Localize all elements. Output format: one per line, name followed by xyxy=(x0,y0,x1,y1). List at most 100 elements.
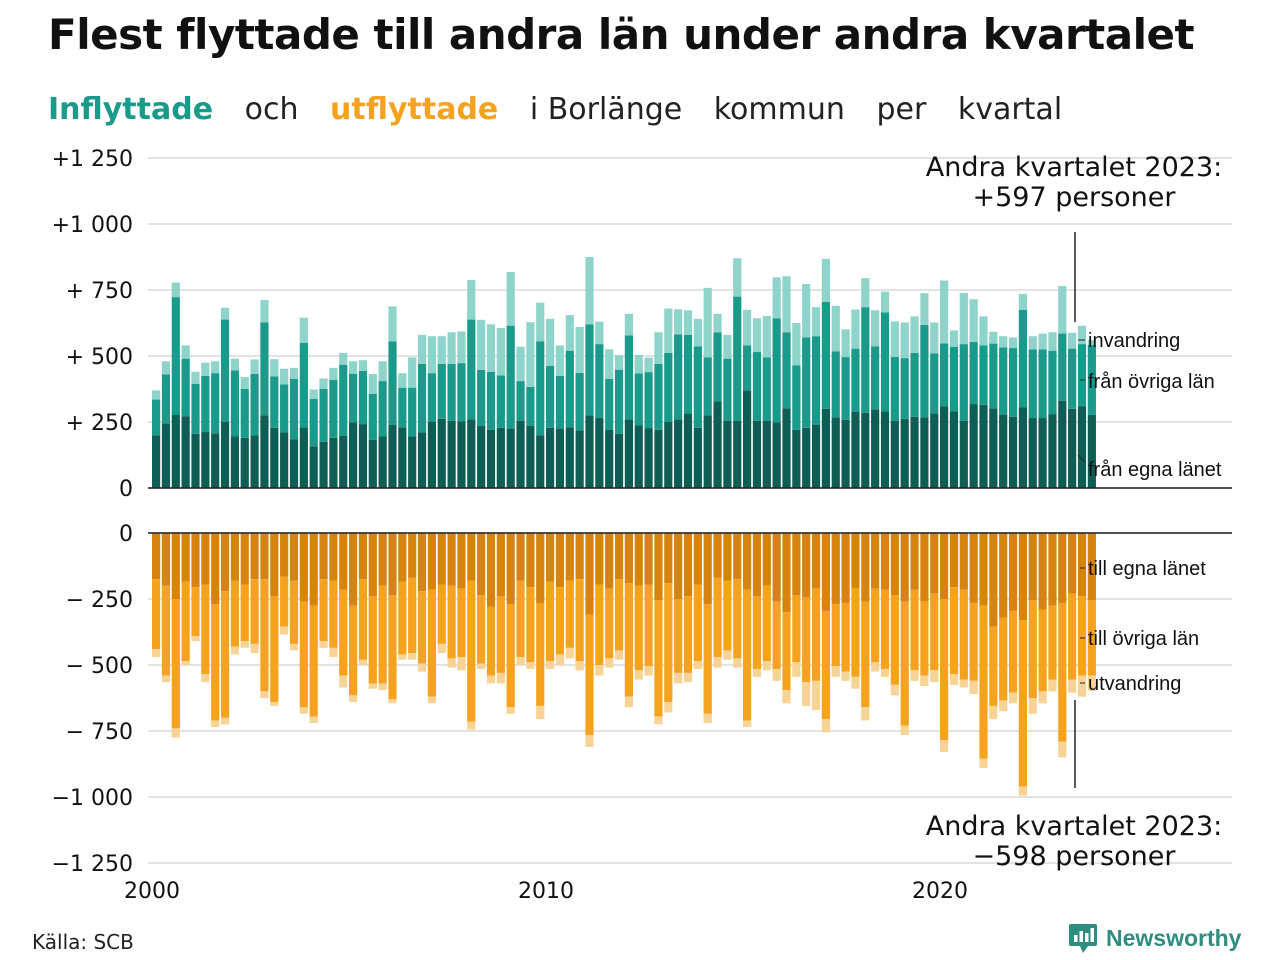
bottom-bar-segment xyxy=(1038,533,1047,610)
top-bar-segment xyxy=(930,353,939,414)
top-bar-segment xyxy=(437,336,446,364)
bottom-bar-segment xyxy=(486,675,496,684)
top-bar-segment xyxy=(693,346,702,428)
bottom-bar-segment xyxy=(999,533,1008,618)
bottom-bar-segment xyxy=(1077,596,1087,676)
top-bar-segment xyxy=(782,408,791,488)
top-bar-segment xyxy=(270,376,279,428)
bottom-bar-segment xyxy=(624,533,633,584)
bottom-bar-segment xyxy=(408,653,417,660)
bottom-bar-segment xyxy=(614,579,624,651)
top-bar-segment xyxy=(890,356,899,421)
bottom-bar-segment xyxy=(368,683,377,689)
top-bar-segment xyxy=(624,335,633,420)
top-bar-segment xyxy=(319,378,328,389)
top-bar-segment xyxy=(910,352,919,417)
top-bar-segment xyxy=(585,415,594,488)
top-bar-segment xyxy=(664,352,673,422)
bottom-bar-segment xyxy=(880,668,890,677)
bottom-bar-segment xyxy=(250,533,259,580)
top-bar-segment xyxy=(693,427,702,488)
bottom-bar-segment xyxy=(683,596,693,673)
top-bar-segment xyxy=(723,334,732,359)
bottom-bar-segment xyxy=(1087,600,1096,676)
bottom-bar-segment xyxy=(703,604,712,714)
bottom-bar-segment xyxy=(496,672,505,684)
bottom-bar-segment xyxy=(959,679,968,688)
top-bar-segment xyxy=(683,310,693,335)
top-bar-segment xyxy=(486,324,496,372)
bottom-bar-segment xyxy=(280,626,289,635)
bottom-bar-segment xyxy=(211,604,220,721)
bottom-bar-segment xyxy=(1077,675,1087,697)
top-bar-segment xyxy=(674,419,683,488)
bottom-bar-segment xyxy=(417,591,427,664)
bottom-bar-segment xyxy=(910,589,919,671)
top-bar-segment xyxy=(555,428,565,488)
bottom-bar-segment xyxy=(437,533,446,585)
bottom-annotation-line-1: Andra kvartalet 2023: xyxy=(926,811,1222,842)
top-bar-segment xyxy=(220,422,230,488)
top-bar-segment xyxy=(802,337,811,428)
bottom-bar-segment xyxy=(841,671,850,681)
top-bar-segment xyxy=(880,291,890,313)
top-bar-segment xyxy=(280,384,289,433)
bottom-bar-segment xyxy=(890,684,899,696)
bottom-bar-segment xyxy=(743,720,752,728)
top-bar-segment xyxy=(181,358,190,417)
bottom-bar-segment xyxy=(1058,533,1067,603)
bottom-bar-segment xyxy=(506,707,515,714)
top-bar-segment xyxy=(1058,333,1067,401)
bottom-bar-segment xyxy=(358,659,368,665)
bottom-bar-segment xyxy=(683,533,693,597)
top-bar-segment xyxy=(644,357,653,373)
top-bar-segment xyxy=(920,324,929,418)
bottom-bar-segment xyxy=(516,580,525,658)
top-bar-segment xyxy=(762,315,771,358)
top-bar-segment xyxy=(506,325,515,429)
top-bar-segment xyxy=(555,375,565,429)
x-tick-label: 2000 xyxy=(124,879,180,904)
top-bar-segment xyxy=(930,322,939,354)
bottom-bar-segment xyxy=(299,707,308,714)
top-bar-segment xyxy=(575,326,584,373)
bottom-bar-segment xyxy=(565,580,574,648)
top-bar-segment xyxy=(417,363,427,433)
bottom-bar-segment xyxy=(250,579,259,644)
bottom-bar-segment xyxy=(989,533,998,627)
bottom-bar-segment xyxy=(654,716,663,725)
top-bar-segment xyxy=(595,321,604,345)
top-bar-segment xyxy=(900,358,909,419)
top-bar-segment xyxy=(654,332,663,364)
top-bar-segment xyxy=(1068,348,1077,409)
top-bar-segment xyxy=(595,344,604,419)
top-bar-segment xyxy=(408,387,417,437)
bottom-bar-segment xyxy=(230,533,239,581)
bottom-bar-segment xyxy=(191,533,200,588)
top-bar-segment xyxy=(329,437,338,488)
bottom-bar-segment xyxy=(871,533,880,589)
top-bar-segment xyxy=(339,435,348,488)
top-bar-segment xyxy=(782,332,791,409)
top-bar-segment xyxy=(457,421,466,488)
bottom-bar-segment xyxy=(270,701,279,706)
bottom-bar-segment xyxy=(280,576,289,627)
top-bar-segment xyxy=(949,411,959,488)
bottom-bar-segment xyxy=(299,533,308,602)
top-bar-segment xyxy=(969,299,978,343)
top-bar-segment xyxy=(161,374,171,424)
bottom-bar-segment xyxy=(723,650,732,660)
x-tick-label: 2010 xyxy=(518,879,574,904)
top-bar-segment xyxy=(703,357,712,416)
top-bar-segment xyxy=(1028,349,1037,419)
top-bar-segment xyxy=(516,346,525,382)
bottom-bar-segment xyxy=(674,672,683,684)
bottom-bar-segment xyxy=(940,740,949,753)
bottom-bar-segment xyxy=(920,601,929,676)
top-bar-segment xyxy=(624,419,633,488)
top-bar-segment xyxy=(920,293,929,325)
top-bar-segment xyxy=(890,420,899,488)
bottom-bar-segment xyxy=(457,657,466,671)
bottom-bar-segment xyxy=(1008,610,1018,693)
bottom-bar-segment xyxy=(477,663,486,669)
